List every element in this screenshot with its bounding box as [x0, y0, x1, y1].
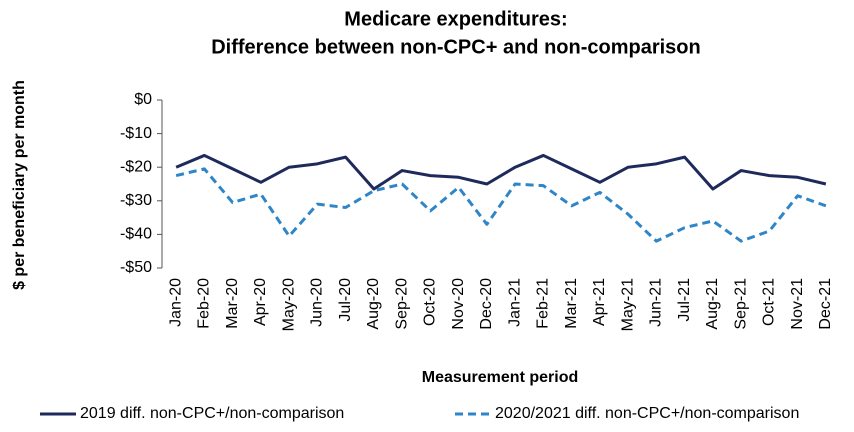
- chart-title: Medicare expenditures:: [344, 8, 567, 30]
- x-axis-label: Measurement period: [422, 369, 578, 386]
- x-tick-label: Aug-21: [704, 278, 721, 330]
- x-tick-label: Aug-20: [365, 278, 382, 330]
- y-tick-label: -$50: [120, 259, 152, 276]
- y-tick-label: -$30: [120, 192, 152, 209]
- x-tick-label: Mar-21: [563, 278, 580, 329]
- x-tick-label: Jul-20: [337, 278, 354, 322]
- x-tick-label: Dec-21: [817, 278, 834, 330]
- legend-label: 2019 diff. non-CPC+/non-comparison: [80, 405, 344, 422]
- y-tick-label: $0: [134, 91, 152, 108]
- y-tick-label: -$40: [120, 226, 152, 243]
- x-tick-label: Jan-20: [167, 278, 184, 327]
- chart-title: Difference between non-CPC+ and non-comp…: [211, 36, 701, 58]
- x-tick-label: Apr-20: [252, 278, 269, 326]
- x-tick-label: Nov-21: [789, 278, 806, 330]
- x-tick-label: Mar-20: [224, 278, 241, 329]
- legend-label: 2020/2021 diff. non-CPC+/non-comparison: [495, 405, 799, 422]
- y-axis-label: $ per beneficiary per month: [11, 80, 28, 290]
- data-line: [175, 153, 827, 191]
- y-tick-label: -$20: [120, 158, 152, 175]
- x-tick-label: Feb-20: [196, 278, 213, 329]
- x-tick-label: Jan-21: [506, 278, 523, 327]
- x-tick-label: May-20: [280, 278, 297, 331]
- y-tick-label: -$10: [120, 125, 152, 142]
- x-tick-label: Jun-20: [309, 278, 326, 327]
- x-tick-label: Oct-21: [761, 278, 778, 326]
- x-tick-label: Jun-21: [648, 278, 665, 327]
- data-line: [175, 167, 827, 243]
- x-tick-label: Nov-20: [450, 278, 467, 330]
- x-tick-label: Apr-21: [591, 278, 608, 326]
- x-tick-label: Dec-20: [478, 278, 495, 330]
- x-tick-label: Oct-20: [422, 278, 439, 326]
- x-tick-label: Jul-21: [676, 278, 693, 322]
- x-tick-label: Feb-21: [535, 278, 552, 329]
- x-tick-label: Sep-20: [393, 278, 410, 330]
- x-tick-label: May-21: [619, 278, 636, 331]
- x-tick-label: Sep-21: [732, 278, 749, 330]
